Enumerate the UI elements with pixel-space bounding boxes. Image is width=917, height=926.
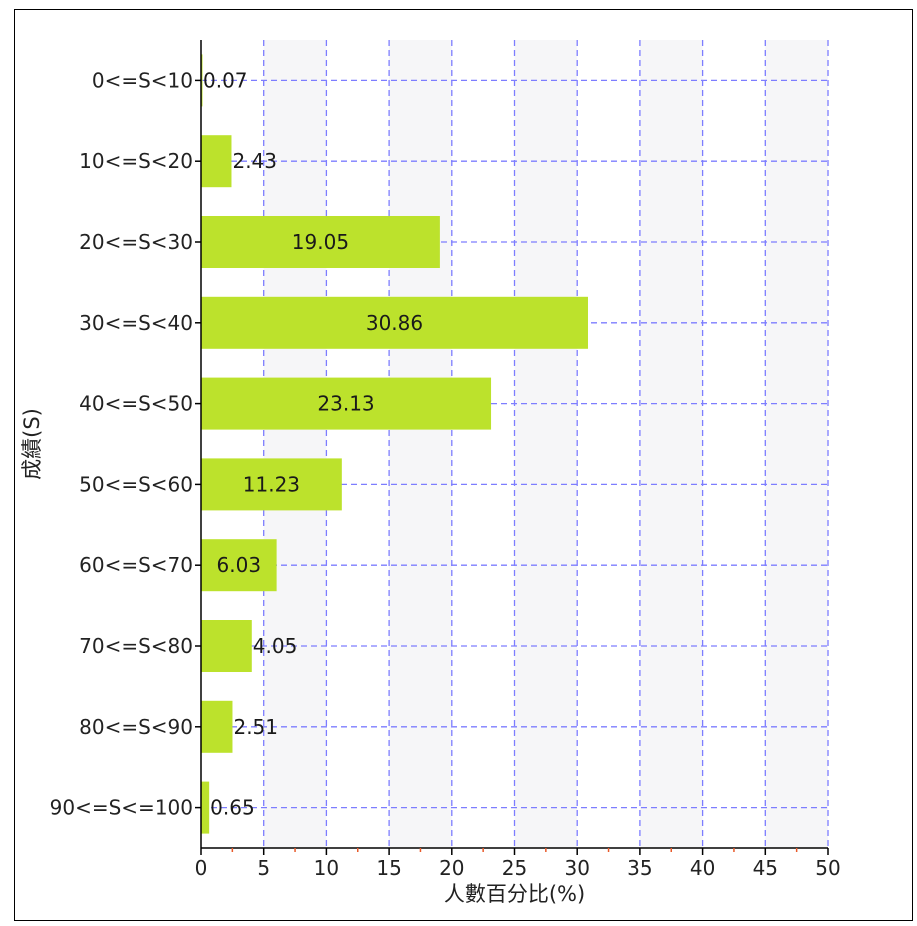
- category-label: 90<=S<=100: [50, 796, 193, 820]
- value-label: 2.51: [233, 715, 278, 739]
- bar: [201, 700, 233, 753]
- background-band: [263, 40, 327, 848]
- x-tick-label: 15: [376, 856, 401, 880]
- value-label: 4.05: [253, 634, 298, 658]
- background-band: [514, 40, 578, 848]
- value-label: 19.05: [292, 230, 349, 254]
- bar: [201, 377, 492, 430]
- y-axis-title: 成績(S): [20, 408, 44, 480]
- category-label: 0<=S<10: [92, 68, 193, 92]
- value-label: 23.13: [317, 392, 374, 416]
- value-label: 11.23: [243, 472, 300, 496]
- x-tick-label: 45: [753, 856, 778, 880]
- x-tick-label: 5: [257, 856, 270, 880]
- x-tick-label: 10: [314, 856, 339, 880]
- category-labels: 0<=S<10 10<=S<20 20<=S<30 30<=S<40 40<=S<50 5…: [50, 68, 193, 819]
- x-tick-label: 35: [627, 856, 652, 880]
- bar: [201, 620, 252, 672]
- bars: [201, 54, 588, 834]
- category-label: 10<=S<20: [79, 149, 193, 173]
- category-label: 30<=S<40: [79, 311, 193, 335]
- bar: [201, 296, 588, 349]
- value-labels: 0.07 2.43 19.05 30.86 23.13 11.23 6.03 4.05 2.51…: [203, 68, 423, 819]
- background-band: [639, 40, 703, 848]
- bar: [201, 135, 232, 188]
- background-bands: [263, 40, 828, 848]
- category-label: 70<=S<80: [79, 634, 193, 658]
- value-label: 0.65: [210, 796, 255, 820]
- chart-frame: 0 5 10 15 20 25 30 35 40 45 50 0<=S<10 10<=S<20 20<=…: [14, 9, 913, 921]
- bar-chart: 0 5 10 15 20 25 30 35 40 45 50 0<=S<10 10<=S<20 20<=…: [20, 40, 841, 906]
- category-label: 20<=S<30: [79, 230, 193, 254]
- value-label: 2.43: [232, 149, 277, 173]
- bar: [201, 216, 440, 268]
- x-tick-label: 0: [195, 856, 208, 880]
- category-label: 80<=S<90: [79, 715, 193, 739]
- category-label: 40<=S<50: [79, 392, 193, 416]
- category-label: 60<=S<70: [79, 553, 193, 577]
- bar: [201, 458, 342, 511]
- x-tick-label: 25: [502, 856, 527, 880]
- axes: [195, 40, 829, 855]
- background-band: [389, 40, 452, 848]
- background-band: [765, 40, 828, 848]
- value-label: 0.07: [203, 68, 248, 92]
- bar: [201, 539, 277, 592]
- value-label: 30.86: [366, 311, 423, 335]
- bar: [201, 781, 210, 834]
- x-tick-label: 50: [815, 856, 840, 880]
- x-tick-labels: 0 5 10 15 20 25 30 35 40 45 50: [195, 856, 841, 880]
- category-label: 50<=S<60: [79, 472, 193, 496]
- x-tick-label: 20: [439, 856, 464, 880]
- x-tick-label: 40: [690, 856, 715, 880]
- x-axis-title: 人數百分比(%): [444, 882, 585, 906]
- value-label: 6.03: [217, 553, 262, 577]
- x-tick-label: 30: [564, 856, 589, 880]
